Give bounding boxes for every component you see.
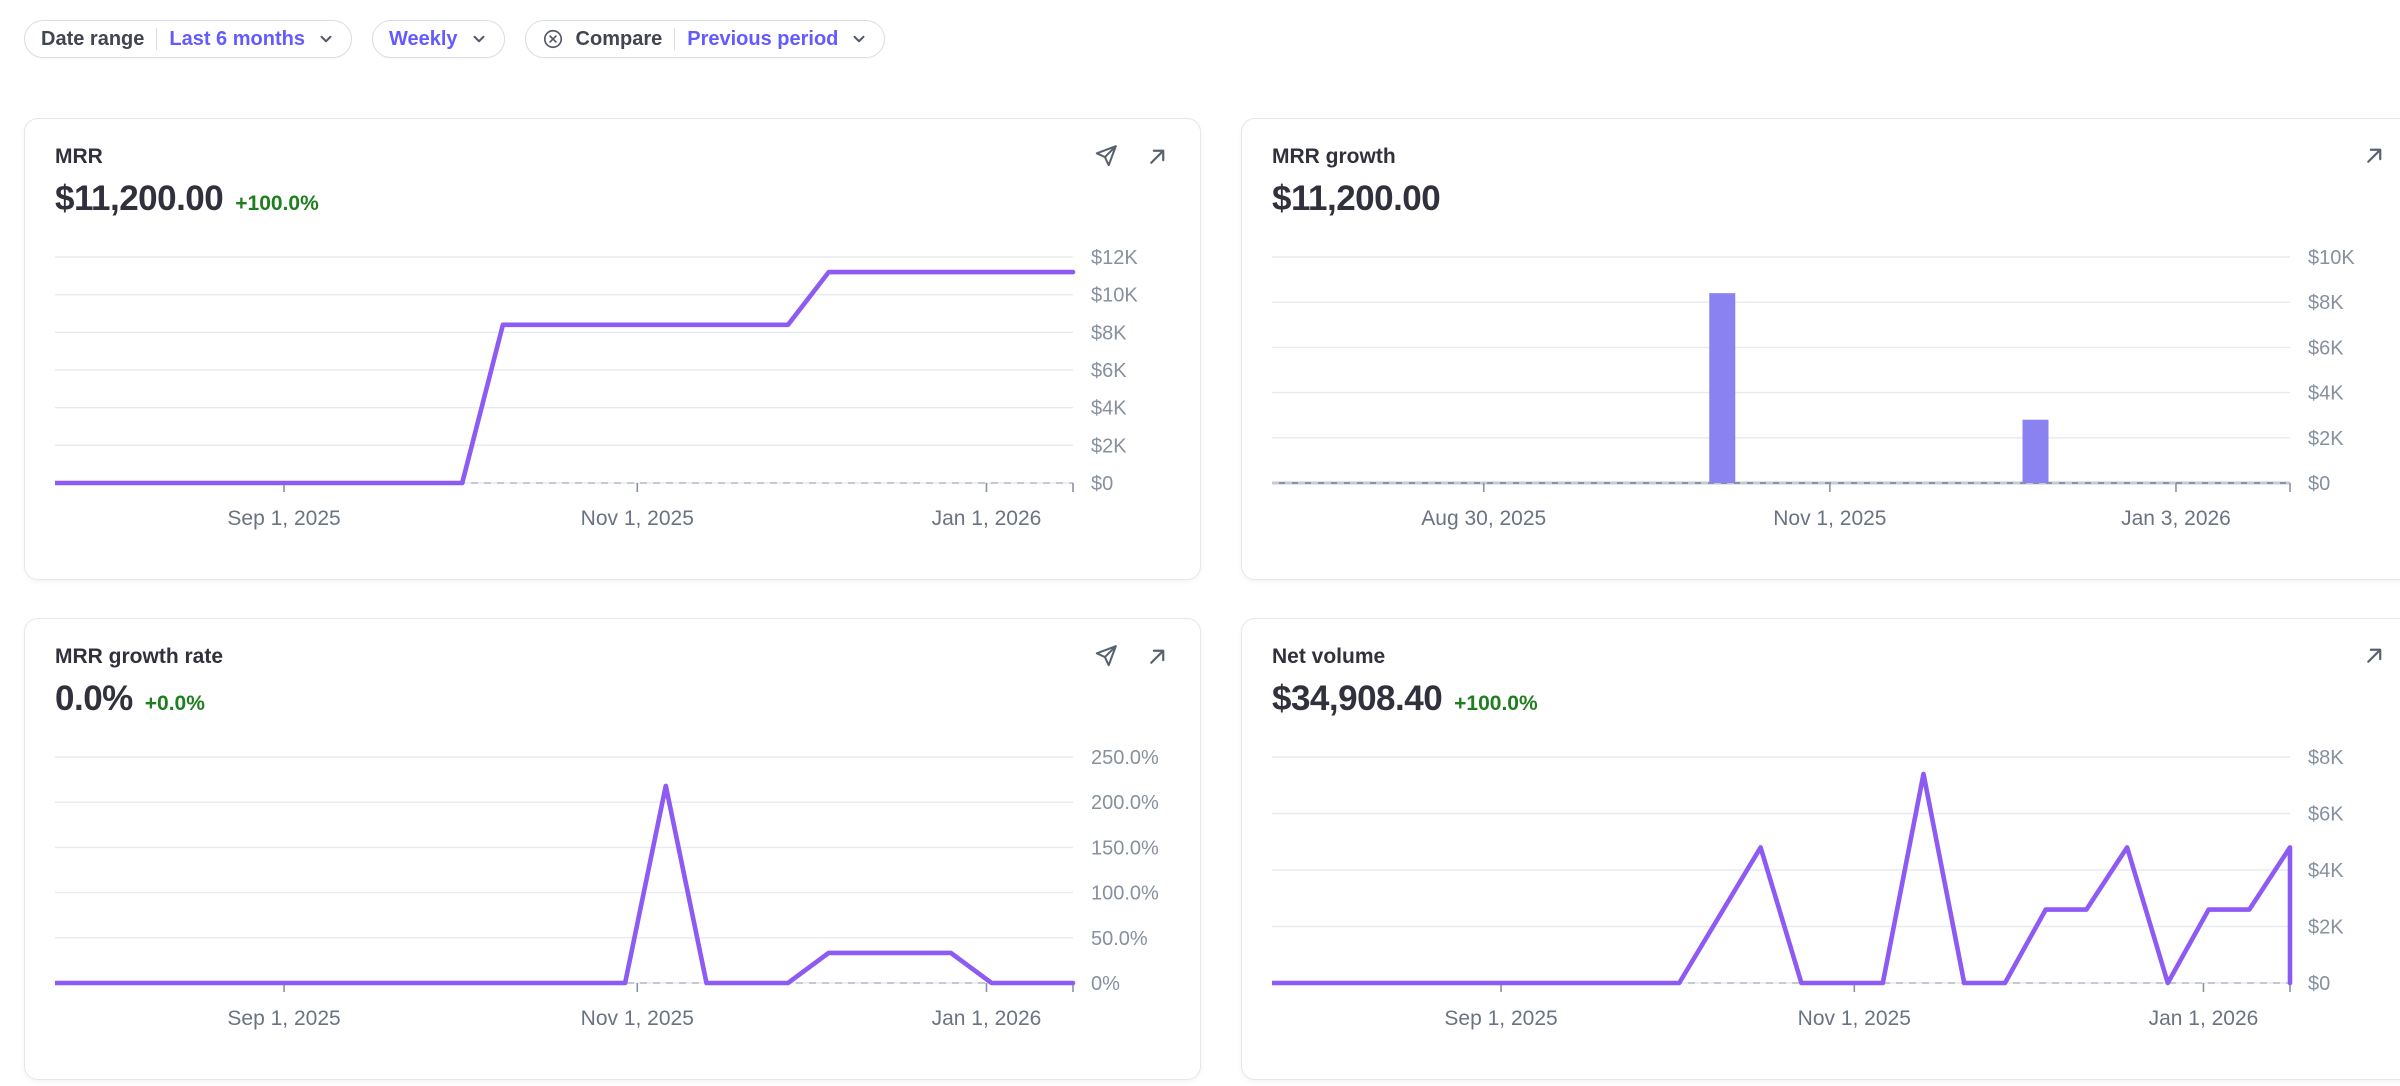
metric-delta-badge: +100.0% (235, 192, 319, 215)
card-actions (2362, 143, 2387, 168)
arrow-up-right-icon[interactable] (2362, 643, 2387, 668)
arrow-up-right-icon[interactable] (1145, 644, 1170, 669)
svg-text:$12K: $12K (1091, 249, 1138, 269)
metric-value: $34,908.40 (1272, 679, 1443, 718)
svg-text:$10K: $10K (2308, 249, 2355, 269)
metric-value: $11,200.00 (1272, 179, 1441, 218)
bar-chart[interactable]: $10K $8K $6K $4K $2K $0 Aug 30, 2025 Nov 1, 202… (1272, 247, 2387, 551)
svg-text:Sep 1, 2025: Sep 1, 2025 (227, 507, 340, 530)
svg-text:$2K: $2K (2308, 917, 2344, 939)
metric-value: $11,200.00 (55, 179, 224, 218)
circle-x-icon (543, 29, 562, 49)
svg-text:Aug 30, 2025: Aug 30, 2025 (1421, 507, 1546, 530)
filter-bar: Date range Last 6 months Weekly Compare … (0, 0, 2400, 58)
svg-text:Nov 1, 2025: Nov 1, 2025 (1773, 507, 1886, 530)
metric-delta-badge: +0.0% (144, 692, 205, 715)
svg-text:$0: $0 (2308, 473, 2330, 495)
svg-text:$2K: $2K (1091, 435, 1127, 457)
svg-text:250.0%: 250.0% (1091, 749, 1159, 769)
svg-text:50.0%: 50.0% (1091, 928, 1148, 950)
svg-text:$4K: $4K (2308, 383, 2344, 405)
metric-card-net-volume: Net volume $34,908.40 +100.0% $8K $6K $4K $2K… (1241, 618, 2400, 1080)
svg-text:$6K: $6K (2308, 337, 2344, 359)
svg-text:$2K: $2K (2308, 428, 2344, 450)
line-chart[interactable]: $12K $10K $8K $6K $4K $2K $0 Sep 1, 2025 Nov 1, … (52, 247, 1170, 551)
card-actions (1093, 143, 1170, 169)
card-title: MRR growth rate (55, 645, 223, 668)
metric-value: 0.0% (55, 679, 133, 718)
card-actions (1093, 643, 1170, 669)
date-range-pill[interactable]: Date range Last 6 months (24, 20, 352, 58)
arrow-up-right-icon[interactable] (2362, 143, 2387, 168)
svg-text:$4K: $4K (1091, 398, 1127, 420)
svg-text:Sep 1, 2025: Sep 1, 2025 (227, 1007, 340, 1030)
metric-card-mrr-growth: MRR growth $11,200.00 $10K $8K $6K $4K $2K $0 A… (1241, 118, 2400, 580)
svg-text:$10K: $10K (1091, 285, 1138, 307)
compare-pill[interactable]: Compare Previous period (524, 20, 886, 58)
chevron-down-icon (473, 35, 485, 43)
svg-text:$8K: $8K (2308, 749, 2344, 769)
card-title: MRR growth (1272, 145, 1396, 168)
chevron-down-icon (320, 35, 332, 43)
line-chart[interactable]: $8K $6K $4K $2K $0 Sep 1, 2025 Nov 1, 2025 Jan … (1269, 747, 2387, 1051)
svg-text:$6K: $6K (2308, 804, 2344, 826)
svg-text:$6K: $6K (1091, 360, 1127, 382)
date-range-value: Last 6 months (169, 27, 305, 50)
interval-value: Weekly (388, 27, 458, 50)
compare-label: Compare (575, 27, 663, 50)
metric-card-mrr: MRR $11,200.00 +100.0% $12K $10K $8K $6K $4K $2… (24, 118, 1201, 580)
card-actions (2362, 643, 2387, 668)
svg-text:$0: $0 (1091, 473, 1113, 495)
pill-divider (156, 28, 158, 50)
svg-text:Nov 1, 2025: Nov 1, 2025 (581, 507, 694, 530)
svg-text:0%: 0% (1091, 973, 1120, 995)
svg-text:$8K: $8K (2308, 292, 2344, 314)
svg-text:Jan 3, 2026: Jan 3, 2026 (2121, 507, 2231, 530)
metric-delta-badge: +100.0% (1454, 692, 1538, 715)
interval-pill[interactable]: Weekly (371, 20, 505, 58)
compare-value: Previous period (687, 27, 839, 50)
svg-text:100.0%: 100.0% (1091, 883, 1159, 905)
svg-text:Nov 1, 2025: Nov 1, 2025 (581, 1007, 694, 1030)
chevron-down-icon (853, 35, 865, 43)
svg-text:Jan 1, 2026: Jan 1, 2026 (2149, 1007, 2259, 1030)
svg-text:150.0%: 150.0% (1091, 837, 1159, 859)
card-title: Net volume (1272, 645, 1386, 668)
pill-divider (674, 28, 676, 50)
date-range-label: Date range (41, 27, 145, 50)
card-title: MRR (55, 145, 103, 168)
svg-text:200.0%: 200.0% (1091, 792, 1159, 814)
metric-card-mrr-growth-rate: MRR growth rate 0.0% +0.0% 250.0% 200.0% 150… (24, 618, 1201, 1080)
svg-text:Jan 1, 2026: Jan 1, 2026 (932, 507, 1042, 530)
line-chart[interactable]: 250.0% 200.0% 150.0% 100.0% 50.0% 0% Sep 1, 20… (52, 747, 1170, 1051)
send-icon[interactable] (1093, 643, 1119, 669)
metrics-grid: MRR $11,200.00 +100.0% $12K $10K $8K $6K $4K $2… (0, 58, 2400, 1080)
svg-text:Jan 1, 2026: Jan 1, 2026 (932, 1007, 1042, 1030)
arrow-up-right-icon[interactable] (1145, 144, 1170, 169)
svg-text:$4K: $4K (2308, 860, 2344, 882)
send-icon[interactable] (1093, 143, 1119, 169)
svg-text:$0: $0 (2308, 973, 2330, 995)
svg-text:Nov 1, 2025: Nov 1, 2025 (1798, 1007, 1911, 1030)
svg-text:Sep 1, 2025: Sep 1, 2025 (1444, 1007, 1557, 1030)
svg-text:$8K: $8K (1091, 322, 1127, 344)
